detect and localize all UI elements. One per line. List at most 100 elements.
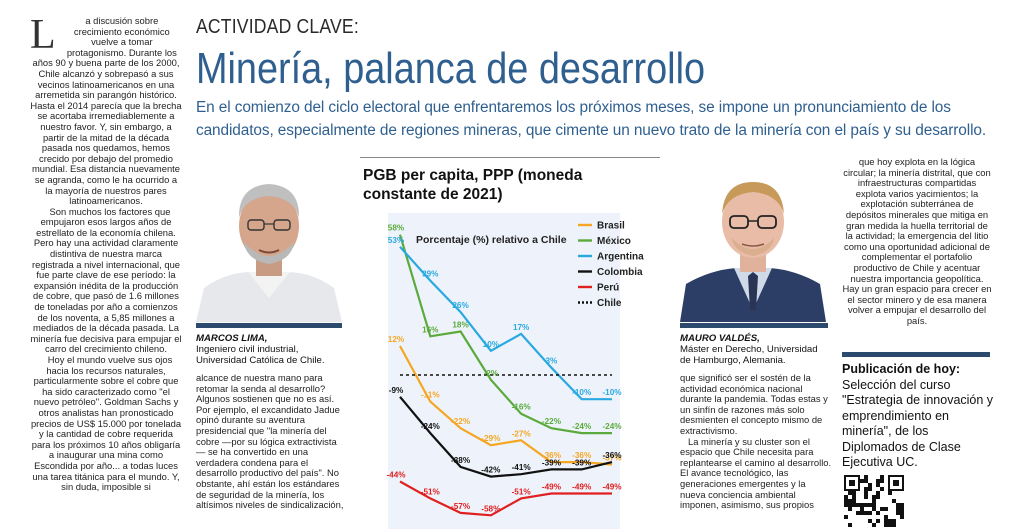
dropcap: L — [30, 16, 56, 58]
qr-module — [884, 523, 888, 527]
qr-module — [860, 503, 864, 507]
qr-module — [868, 511, 872, 515]
qr-module — [888, 491, 892, 495]
qr-module — [892, 519, 896, 523]
qr-module — [848, 491, 852, 495]
qr-module — [868, 487, 872, 491]
qr-module — [860, 507, 864, 511]
qr-module — [848, 503, 852, 507]
qr-module — [876, 495, 880, 499]
publication-bar — [842, 352, 990, 357]
qr-module — [852, 499, 856, 503]
legend-label: Argentina — [597, 252, 644, 263]
qr-module — [868, 483, 872, 487]
data-label: -39% — [542, 458, 562, 467]
qr-module — [884, 507, 888, 511]
qr-module — [872, 499, 876, 503]
data-label: 10% — [483, 340, 500, 349]
legend-label: Chile — [597, 298, 622, 309]
qr-module — [892, 523, 896, 527]
paragraph: que hoy explota en la lógica circular; l… — [842, 157, 992, 326]
publication-box: Publicación de hoy: Selección del curso … — [842, 362, 994, 471]
qr-module — [844, 515, 848, 519]
kicker: ACTIVIDAD CLAVE: — [196, 16, 359, 38]
mid-column-text: alcance de nuestra mano para retomar la … — [196, 373, 346, 529]
data-label: -51% — [512, 487, 532, 496]
qr-module — [860, 479, 864, 483]
chart-subtitle: Porcentaje (%) relativo a Chile — [416, 234, 567, 246]
qr-module — [848, 523, 852, 527]
data-label: 17% — [513, 323, 530, 332]
chart-data-labels: 12%-11%-22%-29%-27%-36% -36% -37%58%16%18%… — [386, 224, 622, 514]
series-line-argentina — [399, 246, 612, 401]
qr-module — [896, 503, 900, 507]
chart-top-rule — [360, 157, 660, 158]
data-label: 26% — [452, 301, 469, 310]
data-label: 16% — [422, 325, 439, 334]
qr-module — [876, 483, 880, 487]
data-label: -37% — [602, 454, 622, 463]
data-label: 53% — [388, 236, 405, 245]
data-label: -39% — [572, 458, 592, 467]
qr-module — [896, 511, 900, 515]
qr-module — [852, 503, 856, 507]
chart-title: PGB per capita, PPP (moneda constante de… — [363, 167, 583, 203]
qr-module — [872, 523, 876, 527]
qr-module — [848, 499, 852, 503]
data-label: 58% — [388, 224, 405, 233]
qr-module — [900, 511, 904, 515]
paragraph: alcance de nuestra mano para retomar la … — [196, 373, 344, 511]
qr-module — [876, 491, 880, 495]
qr-module — [880, 475, 884, 479]
qr-module — [872, 503, 876, 507]
data-label: 12% — [388, 335, 405, 344]
data-label: 18% — [452, 320, 469, 329]
data-label: -11% — [421, 391, 440, 400]
chart-plot: Porcentaje (%) relativo a Chile Brasil Mé… — [386, 213, 644, 529]
series-line-méxico — [398, 234, 612, 435]
data-label: -36% — [542, 451, 562, 460]
qr-module — [864, 495, 868, 499]
paragraph: que significó ser el sostén de la activi… — [680, 373, 828, 436]
author-photo-valdes — [680, 160, 826, 322]
qr-module — [864, 503, 868, 507]
qr-module — [864, 487, 868, 491]
data-label: -22% — [451, 417, 471, 426]
qr-module — [844, 495, 848, 499]
chart-series — [398, 234, 613, 517]
data-label: -24% — [602, 422, 622, 431]
author-name: MAURO VALDÉS, — [680, 333, 760, 344]
data-label: 39% — [422, 270, 439, 279]
data-label: -38% — [451, 456, 471, 465]
qr-module — [872, 507, 876, 511]
chart-legend: Brasil México Argentina Colombia Perú Chile — [578, 221, 644, 309]
data-label: -41% — [512, 463, 532, 472]
data-label: -22% — [542, 417, 562, 426]
legend-label: Colombia — [597, 267, 643, 278]
data-label: -42% — [481, 466, 501, 475]
deck: En el comienzo del ciclo electoral que e… — [196, 99, 987, 139]
data-label: -51% — [421, 487, 441, 496]
qr-module — [884, 515, 888, 519]
caption-valdes: MAURO VALDÉS, Máster en Derecho, Univers… — [680, 333, 830, 366]
paragraph: Son muchos los factores que empujaron es… — [30, 205, 182, 355]
qr-module — [868, 519, 872, 523]
qr-module — [880, 479, 884, 483]
data-label: -49% — [572, 483, 592, 492]
qr-module — [888, 523, 892, 527]
author-role: Máster en Derecho, Universidad de Hambur… — [680, 344, 818, 366]
qr-finder — [888, 475, 904, 491]
qr-module — [856, 511, 860, 515]
data-label: -10% — [602, 388, 622, 397]
mid-column-2-text: que significó ser el sostén de la activi… — [680, 373, 832, 529]
qr-code-icon[interactable] — [844, 475, 904, 529]
author-role: Ingeniero civil industrial, Universidad … — [196, 344, 325, 366]
qr-module — [864, 479, 868, 483]
data-label: -29% — [481, 434, 501, 443]
qr-module — [900, 515, 904, 519]
data-label: -49% — [542, 483, 562, 492]
data-label: 3% — [546, 357, 559, 366]
data-label: -36% — [602, 451, 622, 460]
headline: Minería, palanca de desarrollo — [196, 44, 706, 93]
author-bar-lima — [196, 323, 342, 328]
